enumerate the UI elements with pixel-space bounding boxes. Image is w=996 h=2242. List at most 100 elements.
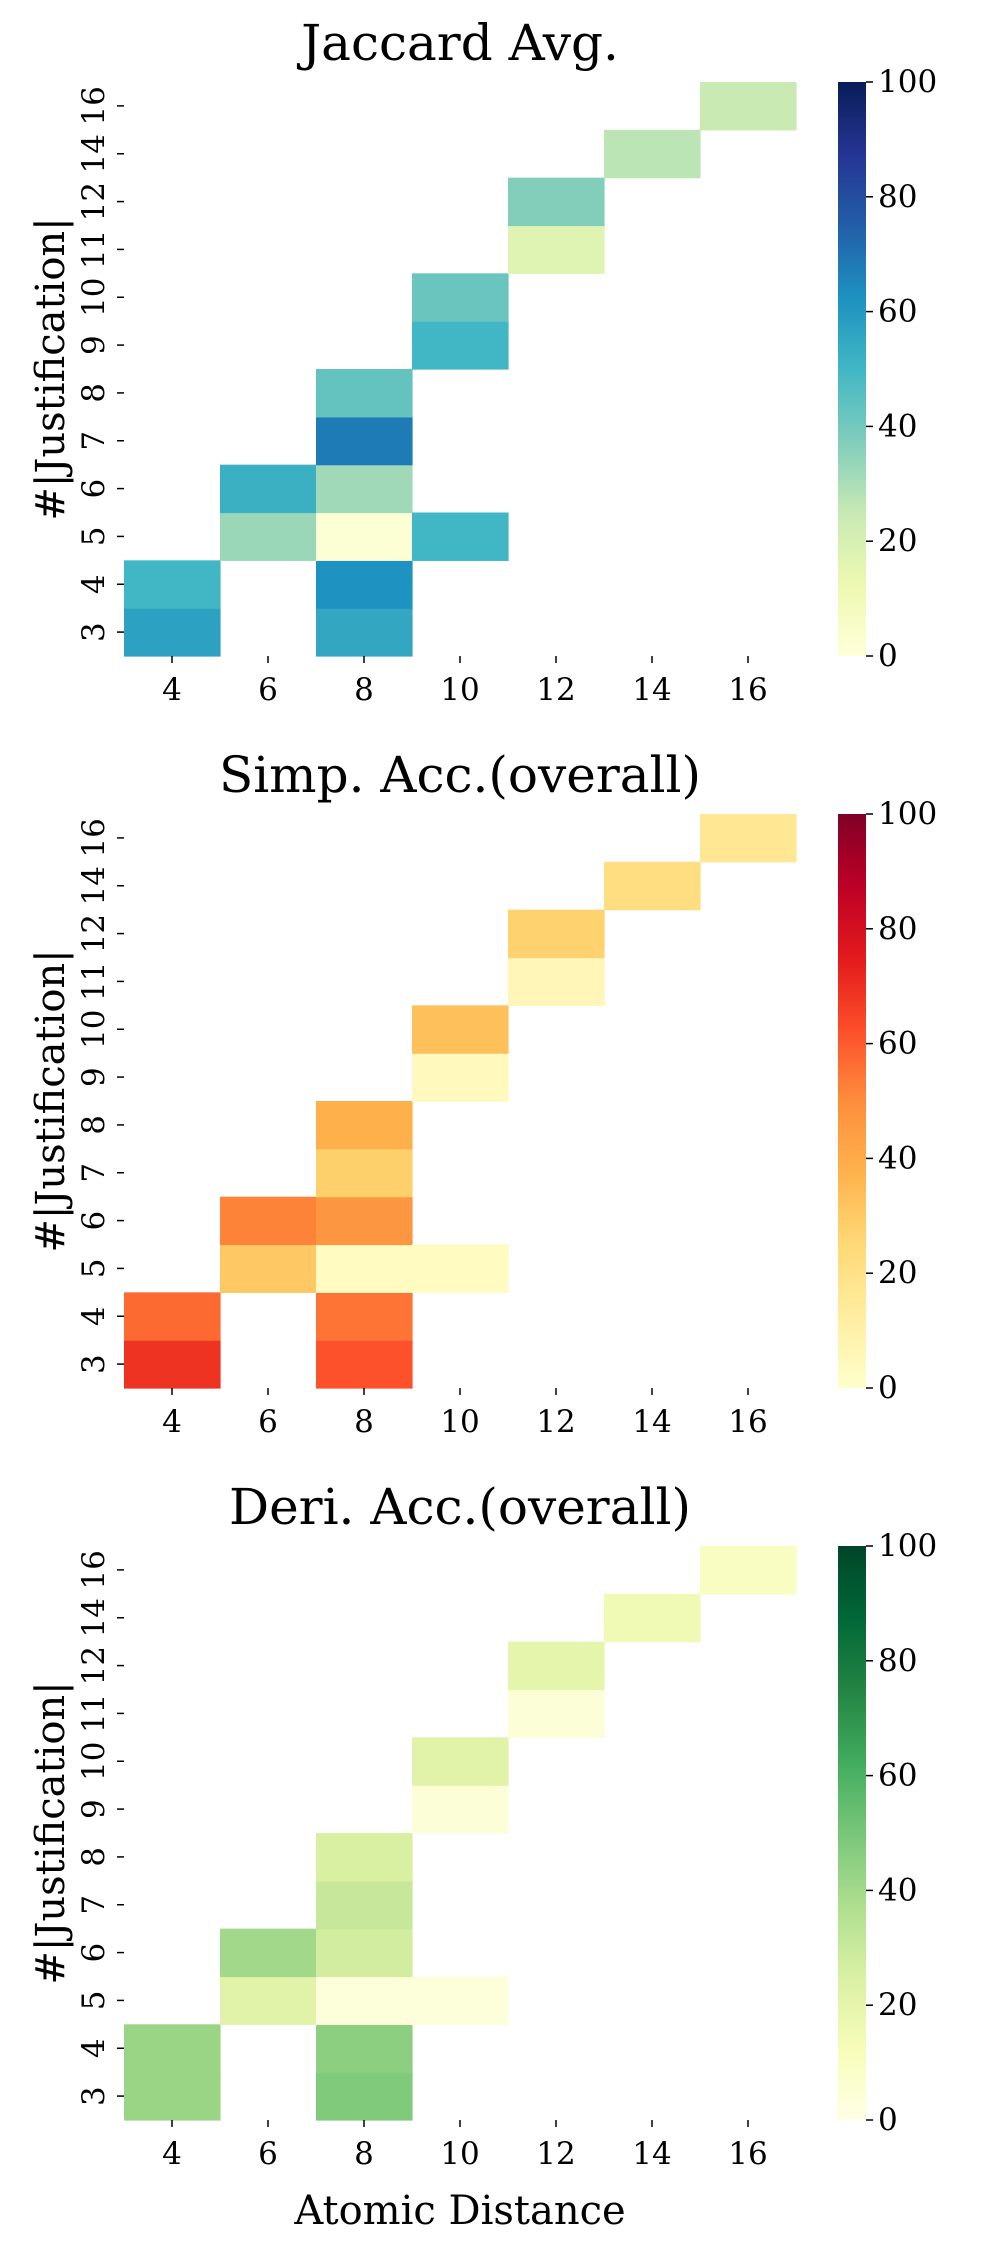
panel-title: Simp. Acc.(overall) [219, 746, 701, 804]
y-tick-label: 5 [76, 1991, 112, 2011]
y-tick-label: 3 [76, 622, 112, 642]
y-tick-label: 6 [76, 1943, 112, 1963]
heatmap-cell [700, 1546, 797, 1595]
x-tick-label: 4 [162, 2136, 182, 2172]
heatmap-cell [604, 1593, 701, 1643]
heatmap-cell [316, 512, 413, 561]
heatmap-cell [508, 1641, 605, 1691]
x-tick-label: 10 [440, 2136, 479, 2172]
heatmap-cell [124, 2024, 221, 2073]
x-tick-label: 12 [536, 672, 575, 708]
x-tick-label: 10 [440, 672, 479, 708]
heatmap-cell [508, 225, 605, 274]
heatmap-cell [316, 1292, 413, 1341]
colorbar-tick-label: 20 [878, 1987, 917, 2023]
heatmap-cell [220, 512, 317, 561]
panel-title: Deri. Acc.(overall) [229, 1478, 691, 1536]
y-tick-label: 12 [76, 182, 112, 221]
y-tick-label: 9 [76, 335, 112, 355]
y-axis-label: #|Justification| [28, 949, 74, 1252]
heatmap-cell [316, 1833, 413, 1882]
heatmap-cell [124, 2072, 221, 2121]
heatmap-cell [316, 1244, 413, 1293]
colorbar-tick-label: 100 [878, 64, 937, 100]
heatmap-cell [316, 369, 413, 418]
y-tick-label: 4 [76, 2038, 112, 2058]
heatmap-cell [412, 512, 509, 561]
y-tick-label: 16 [76, 86, 112, 125]
colorbar-tick-label: 100 [878, 796, 937, 832]
heatmap-cell [316, 416, 413, 466]
y-tick-label: 5 [76, 527, 112, 547]
heatmap-cell [412, 1244, 509, 1293]
heatmap-cell [316, 1340, 413, 1389]
heatmap-cell [412, 1737, 509, 1786]
heatmap-cell [124, 1292, 221, 1341]
x-tick-label: 4 [162, 1404, 182, 1440]
y-tick-label: 8 [76, 1115, 112, 1135]
y-tick-label: 16 [76, 1550, 112, 1589]
x-tick-label: 14 [632, 1404, 671, 1440]
colorbar-tick-label: 60 [878, 1026, 917, 1062]
heatmap-panel-2: Simp. Acc.(overall) 4 6 8 10 12 14 16 3 4 5 6 7 8 9 10 1… [28, 746, 937, 1440]
heatmap-cell [412, 1053, 509, 1102]
y-tick-label: 7 [76, 1163, 112, 1183]
heatmap-cell [700, 82, 797, 131]
y-tick-label: 10 [76, 278, 112, 317]
x-tick-label: 10 [440, 1404, 479, 1440]
heatmap-cell [316, 464, 413, 514]
y-axis-label: #|Justification| [28, 1681, 74, 1984]
panel-title: Jaccard Avg. [296, 14, 619, 72]
heatmap-cell [316, 1148, 413, 1198]
x-tick-label: 12 [536, 2136, 575, 2172]
colorbar [838, 82, 866, 656]
colorbar-tick-label: 100 [878, 1528, 937, 1564]
heatmap-cell [604, 861, 701, 911]
colorbar-tick-label: 80 [878, 1643, 917, 1679]
colorbar-tick-label: 80 [878, 179, 917, 215]
y-tick-label: 14 [76, 866, 112, 905]
heatmap-panel-1: Jaccard Avg. 4 6 8 10 12 14 16 3 4 5 6 7 8 9 10 11 12 14 16… [28, 14, 937, 708]
y-tick-label: 4 [76, 1306, 112, 1326]
y-axis-label: #|Justification| [28, 217, 74, 520]
y-tick-label: 11 [76, 1694, 112, 1733]
colorbar-tick-label: 0 [878, 2102, 898, 2138]
x-tick-label: 14 [632, 672, 671, 708]
y-tick-label: 10 [76, 1742, 112, 1781]
y-tick-label: 3 [76, 2086, 112, 2106]
y-tick-label: 11 [76, 230, 112, 269]
heatmap-cell [316, 2072, 413, 2121]
heatmap-cell [316, 1880, 413, 1930]
y-tick-label: 7 [76, 431, 112, 451]
y-tick-label: 16 [76, 818, 112, 857]
heatmap-cell [124, 1340, 221, 1389]
heatmap-cell [412, 1005, 509, 1054]
y-tick-label: 4 [76, 574, 112, 594]
colorbar-tick-label: 20 [878, 523, 917, 559]
heatmap-cell [316, 1976, 413, 2025]
heatmap-cell [220, 1928, 317, 1978]
colorbar-tick-label: 0 [878, 638, 898, 674]
x-axis-label: Atomic Distance [293, 2188, 625, 2234]
heatmap-cell [316, 1101, 413, 1150]
y-tick-label: 6 [76, 1211, 112, 1231]
heatmap-cell [412, 273, 509, 322]
heatmap-cell [316, 560, 413, 609]
colorbar-tick-label: 80 [878, 911, 917, 947]
heatmap-cell [316, 1196, 413, 1246]
y-tick-label: 6 [76, 479, 112, 499]
colorbar-tick-label: 0 [878, 1370, 898, 1406]
colorbar-tick-label: 60 [878, 294, 917, 330]
heatmap-cell [412, 321, 509, 370]
heatmap-cell [412, 1976, 509, 2025]
y-tick-label: 9 [76, 1067, 112, 1087]
y-tick-label: 3 [76, 1354, 112, 1374]
heatmap-cell [220, 1976, 317, 2025]
colorbar-tick-label: 60 [878, 1758, 917, 1794]
heatmap-cell [316, 2024, 413, 2073]
heatmap-cell [700, 814, 797, 863]
colorbar-tick-label: 40 [878, 1140, 917, 1176]
x-tick-label: 6 [258, 2136, 278, 2172]
y-tick-label: 12 [76, 914, 112, 953]
heatmap-cell [412, 1785, 509, 1834]
